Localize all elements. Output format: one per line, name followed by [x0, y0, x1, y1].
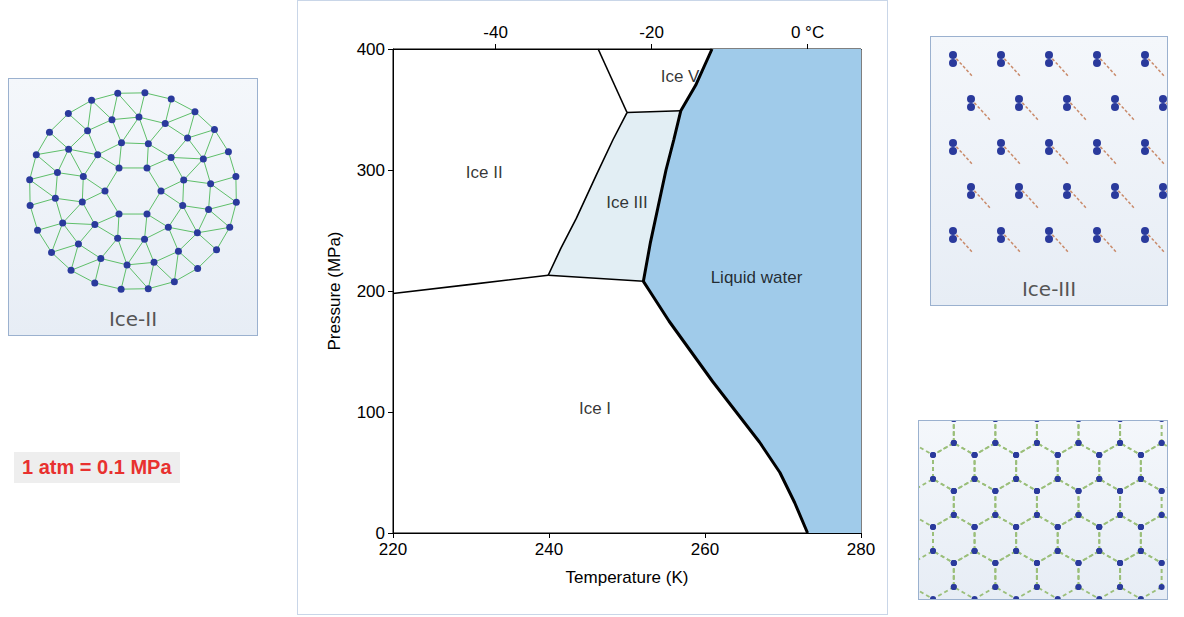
svg-text:300: 300 — [357, 161, 385, 180]
svg-text:Ice II: Ice II — [466, 163, 503, 182]
svg-text:0: 0 — [375, 523, 385, 543]
svg-text:Ice I: Ice I — [579, 399, 611, 418]
svg-text:Ice III: Ice III — [606, 193, 648, 212]
svg-text:Ice V: Ice V — [661, 67, 700, 86]
svg-text:200: 200 — [357, 282, 385, 301]
svg-text:Pressure (MPa): Pressure (MPa) — [325, 231, 344, 350]
svg-text:100: 100 — [357, 403, 385, 422]
svg-text:220: 220 — [379, 540, 407, 559]
svg-text:Liquid water: Liquid water — [711, 268, 803, 287]
html-text:1 atm = 0.1 MPa: 1 atm = 0.1 MPa — [22, 456, 172, 478]
svg-text:280: 280 — [847, 540, 875, 559]
svg-text:240: 240 — [535, 540, 563, 559]
svg-text:-20: -20 — [639, 23, 664, 42]
svg-text:Temperature (K): Temperature (K) — [566, 568, 689, 587]
html-text:Ice-III: Ice-III — [1021, 277, 1077, 301]
svg-text:0 °C: 0 °C — [791, 23, 824, 42]
html-text:Ice-II: Ice-II — [108, 307, 158, 331]
svg-text:260: 260 — [691, 540, 719, 559]
svg-text:400: 400 — [357, 40, 385, 59]
svg-text:-40: -40 — [483, 23, 508, 42]
